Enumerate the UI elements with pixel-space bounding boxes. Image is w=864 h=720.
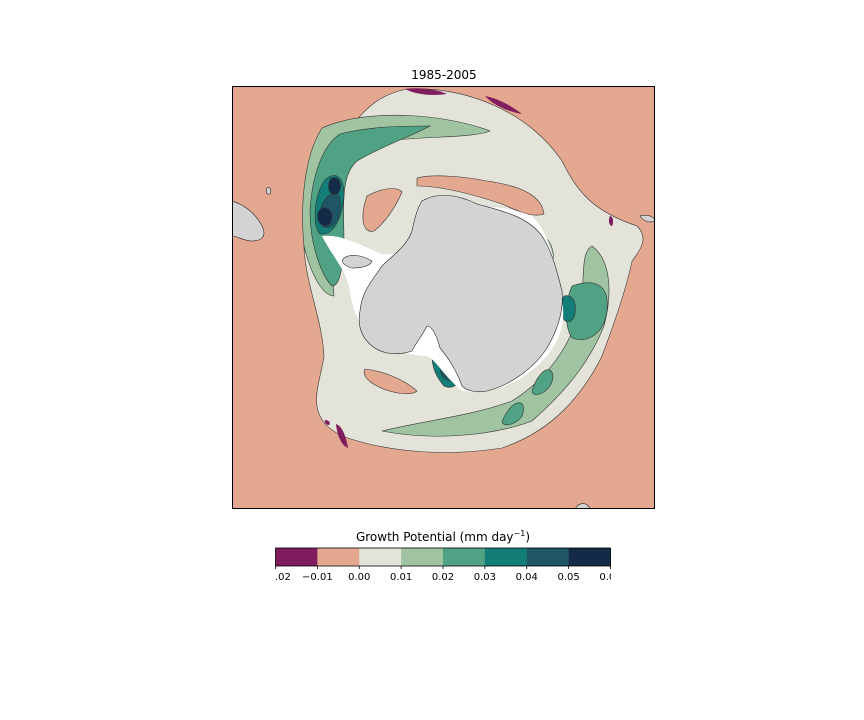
colorbar-segment [568,548,611,566]
colorbar-segment [484,548,528,566]
colorbar-tick-label: −0.02 [275,572,291,581]
colorbar-tick-label: 0.05 [557,572,579,581]
colorbar: −0.02 −0.01 0.00 0.01 0.02 0.03 0.04 0.05 0.06 [275,547,611,581]
colorbar-title-exponent: −1 [513,529,526,538]
colorbar-tick-label: −0.01 [302,572,333,581]
new-zealand-land [639,214,655,223]
antarctic-map [232,86,655,509]
contour-patch-negative [362,188,403,232]
colorbar-title: Growth Potential (mm day−1) [276,529,610,544]
colorbar-tick-label: 0.01 [390,572,412,581]
map-title: 1985-2005 [411,68,477,82]
contour-level-0.02 [501,402,524,426]
contour-patch-negative [416,175,545,216]
contour-level-minus-0.02 [324,420,330,425]
colorbar-tick-label: 0.00 [348,572,370,581]
colorbar-title-text: Growth Potential (mm day [355,530,514,544]
colorbar-segment [275,548,318,566]
colorbar-segment [401,548,444,566]
antarctic-peninsula-land [342,255,373,269]
contour-level-0.02 [531,369,554,395]
colorbar-segment [443,548,486,566]
colorbar-tick-label: 0.02 [432,572,454,581]
contour-level-0.03 [561,295,576,323]
contour-level-minus-0.02 [405,88,447,95]
colorbar-tick-label: 0.03 [474,572,496,581]
contour-level-minus-0.02 [608,216,614,226]
colorbar-tick-label: 0.06 [599,572,611,581]
map-frame-border [232,86,655,509]
contour-level-minus-0.02 [336,424,348,448]
contour-level-minus-0.02 [485,96,522,114]
contour-patch-negative [363,368,418,395]
antarctica-land [358,195,563,393]
south-georgia-land [265,187,272,195]
colorbar-segment [317,548,360,566]
contour-level-0.05 [328,177,341,195]
south-america-land [232,200,265,242]
colorbar-segment [526,548,569,566]
contour-level-0.05 [317,207,333,226]
colorbar-title-close: ) [525,530,531,544]
colorbar-tick-label: 0.04 [516,572,538,581]
africa-tip-land [574,503,591,509]
colorbar-segment [359,548,402,566]
